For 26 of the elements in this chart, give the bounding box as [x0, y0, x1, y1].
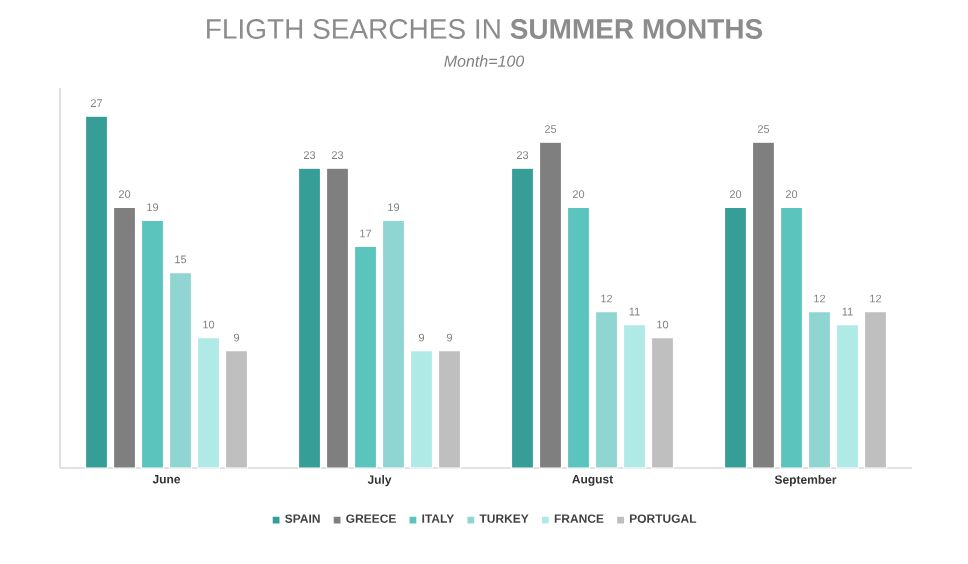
bar	[538, 141, 563, 469]
chart-title: FLIGTH SEARCHES IN SUMMER MONTHS	[207, 19, 763, 39]
bar	[84, 115, 109, 469]
bar	[835, 324, 860, 469]
bar	[650, 337, 675, 469]
bar	[140, 219, 165, 469]
bar	[381, 219, 406, 469]
bar	[112, 206, 137, 469]
bar	[779, 206, 804, 469]
bar	[168, 271, 193, 469]
bar	[863, 311, 888, 469]
bar	[566, 206, 591, 469]
bar	[325, 167, 350, 469]
bar	[807, 311, 832, 469]
chart-subtitle: Month=100	[444, 55, 525, 67]
bar	[409, 350, 434, 469]
bar	[622, 324, 647, 469]
bar	[594, 311, 619, 469]
bar	[437, 350, 462, 469]
bar	[723, 206, 748, 469]
bar	[196, 337, 221, 469]
bar	[510, 167, 535, 469]
bar	[224, 350, 249, 469]
bar	[297, 167, 322, 469]
bar	[751, 141, 776, 469]
bar	[353, 245, 378, 469]
